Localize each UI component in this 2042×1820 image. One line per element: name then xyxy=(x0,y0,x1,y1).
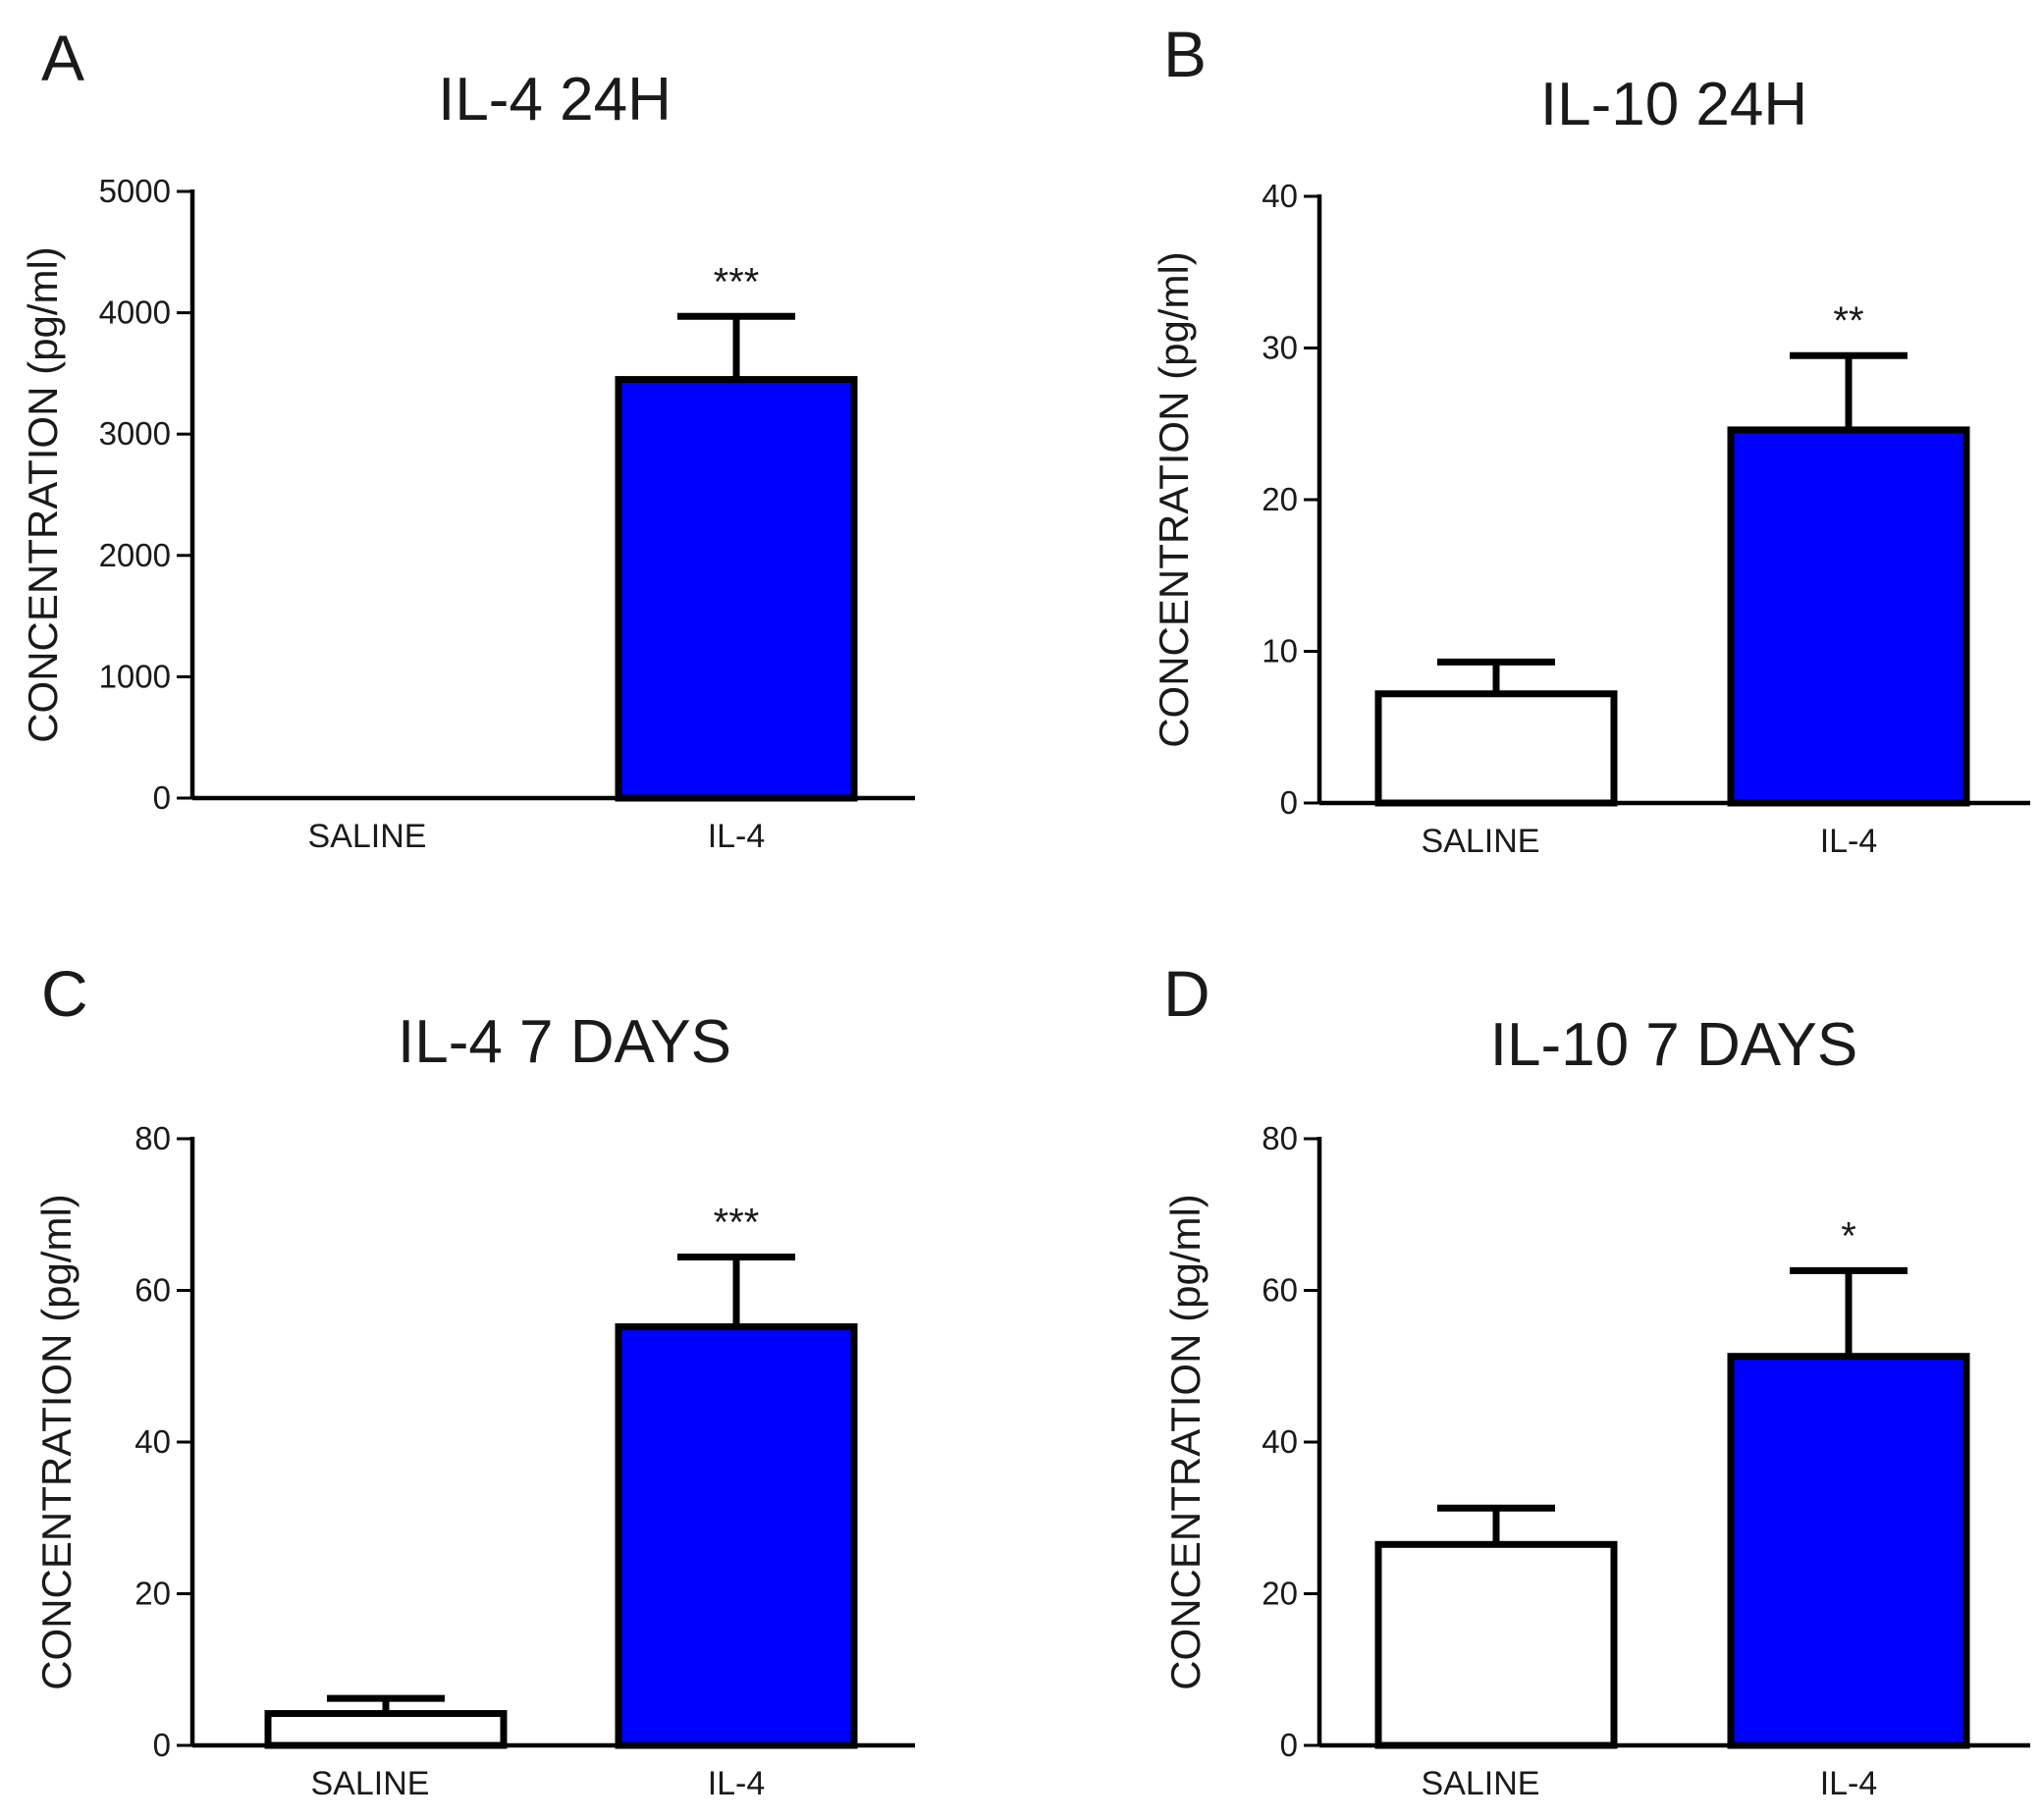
chart-title: IL-4 24H xyxy=(438,66,672,134)
chart-title: IL-10 24H xyxy=(1540,71,1807,138)
chart-title: IL-4 7 DAYS xyxy=(398,1008,731,1076)
x-tick-label: IL-4 xyxy=(1820,1765,1878,1802)
y-tick-label: 40 xyxy=(1262,178,1298,214)
y-tick-label: 20 xyxy=(1262,481,1298,517)
y-tick-label: 0 xyxy=(153,1727,171,1763)
significance-marker: * xyxy=(1841,1214,1856,1258)
y-tick-label: 20 xyxy=(1262,1576,1298,1612)
panel-letter: D xyxy=(1163,957,1210,1030)
bar-saline xyxy=(264,1710,508,1749)
y-tick-label: 0 xyxy=(153,779,171,816)
x-tick-label: SALINE xyxy=(308,818,427,855)
chart-panel-a: A IL-4 24H CONCENTRATION (pg/ml) 0 1000 2000 3… xyxy=(20,22,915,855)
bar-saline xyxy=(1374,1540,1618,1749)
y-tick-label: 5000 xyxy=(99,173,171,209)
y-tick-label: 4000 xyxy=(99,294,171,331)
panel-letter: B xyxy=(1163,18,1207,90)
chart-panel-d: D IL-10 7 DAYS CONCENTRATION (pg/ml) 0 20 40 6… xyxy=(1162,957,2030,1802)
y-tick-label: 0 xyxy=(1280,784,1298,821)
y-tick-label: 2000 xyxy=(99,537,171,573)
bar-il-4 xyxy=(1727,426,1970,807)
y-tick-label: 80 xyxy=(1262,1120,1298,1156)
y-tick-label: 30 xyxy=(1262,330,1298,366)
panel-letter: C xyxy=(41,957,88,1030)
bar-il-4 xyxy=(1727,1353,1970,1749)
y-axis-label: CONCENTRATION (pg/ml) xyxy=(1151,251,1197,748)
y-tick-label: 80 xyxy=(134,1120,171,1156)
bar-il-4 xyxy=(615,1323,858,1749)
y-tick-label: 60 xyxy=(134,1272,171,1309)
x-tick-label: IL-4 xyxy=(708,818,766,855)
y-tick-label: 60 xyxy=(1262,1272,1298,1309)
y-tick-label: 40 xyxy=(1262,1423,1298,1460)
x-tick-label: SALINE xyxy=(311,1765,430,1802)
y-axis-label: CONCENTRATION (pg/ml) xyxy=(20,246,66,743)
significance-marker: ** xyxy=(1833,299,1863,343)
y-tick-label: 20 xyxy=(134,1576,171,1612)
x-tick-label: SALINE xyxy=(1422,1765,1540,1802)
y-axis-label: CONCENTRATION (pg/ml) xyxy=(1162,1194,1209,1690)
y-tick-label: 0 xyxy=(1280,1727,1298,1763)
chart-panel-b: B IL-10 24H CONCENTRATION (pg/ml) 0 10 20 30 40… xyxy=(1151,18,2030,860)
panel-letter: A xyxy=(41,22,84,94)
x-tick-label: SALINE xyxy=(1422,823,1540,860)
y-tick-label: 1000 xyxy=(99,658,171,694)
x-tick-label: IL-4 xyxy=(708,1765,766,1802)
y-tick-label: 10 xyxy=(1262,633,1298,669)
y-tick-label: 40 xyxy=(134,1423,171,1460)
chart-title: IL-10 7 DAYS xyxy=(1490,1011,1857,1079)
significance-marker: *** xyxy=(714,1202,760,1245)
y-tick-label: 3000 xyxy=(99,415,171,452)
y-axis-label: CONCENTRATION (pg/ml) xyxy=(33,1194,80,1690)
chart-panel-c: C IL-4 7 DAYS CONCENTRATION (pg/ml) 0 20 40 60… xyxy=(33,957,915,1802)
x-tick-label: IL-4 xyxy=(1820,823,1878,860)
bar-il-4 xyxy=(615,376,858,802)
bar-saline xyxy=(1374,690,1618,807)
significance-marker: *** xyxy=(714,260,760,303)
